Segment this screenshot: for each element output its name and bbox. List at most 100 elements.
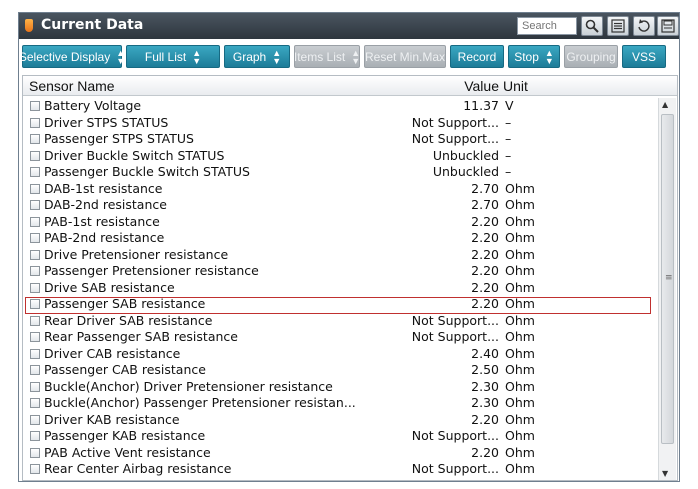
chevron-updown-icon: ▲ ▼	[272, 47, 282, 66]
sensor-name: DAB-2nd resistance	[44, 197, 167, 212]
row-checkbox[interactable]	[30, 381, 40, 392]
sensor-unit: Ohm	[505, 395, 535, 410]
sensor-unit: Ohm	[505, 296, 535, 311]
table-row[interactable]: Passenger Pretensioner resistance 2.20 Ohm	[23, 263, 657, 280]
table-row[interactable]: Battery Voltage 11.37 V	[23, 98, 657, 115]
column-header-unit[interactable]: Unit	[503, 78, 528, 94]
row-checkbox[interactable]	[30, 150, 40, 161]
save-button[interactable]	[657, 16, 679, 36]
row-checkbox[interactable]	[30, 431, 40, 441]
table-row[interactable]: Driver STPS STATUS Not Support... –	[23, 115, 657, 132]
record-button[interactable]: Record	[450, 45, 504, 68]
scroll-down-icon[interactable]: ▼	[662, 469, 669, 478]
list-view-button[interactable]	[607, 16, 629, 36]
row-checkbox[interactable]	[30, 315, 40, 326]
retry-button[interactable]	[633, 16, 655, 36]
table-row[interactable]: DAB-1st resistance 2.70 Ohm	[23, 181, 657, 198]
row-checkbox[interactable]	[30, 183, 40, 194]
table-row[interactable]: Drive SAB resistance 2.20 Ohm	[23, 280, 657, 297]
table-row[interactable]: Passenger CAB resistance 2.50 Ohm	[23, 362, 657, 379]
table-row[interactable]: Buckle(Anchor) Driver Pretensioner resis…	[23, 379, 657, 396]
sensor-unit: Ohm	[505, 230, 535, 245]
table-row[interactable]: Driver Buckle Switch STATUS Unbuckled –	[23, 148, 657, 165]
table-row[interactable]: Passenger Buckle Switch STATUS Unbuckled –	[23, 164, 657, 181]
row-checkbox[interactable]	[30, 447, 40, 458]
row-checkbox[interactable]	[30, 282, 40, 293]
scroll-up-icon[interactable]: ▲	[662, 100, 669, 109]
sensor-name: Rear Center Airbag resistance	[44, 461, 232, 476]
search-button[interactable]	[581, 16, 603, 36]
row-checkbox[interactable]	[30, 266, 40, 276]
reset-min-max-button[interactable]: Reset Min.Max	[364, 45, 446, 68]
sensor-value: 2.20	[471, 444, 499, 460]
sensor-value: 2.70	[471, 180, 499, 196]
search-input[interactable]	[517, 17, 577, 35]
stop-button[interactable]: Stop ▲ ▼	[508, 45, 560, 68]
row-checkbox[interactable]	[30, 332, 40, 342]
table-row[interactable]: PAB Active Vent resistance 2.20 Ohm	[23, 445, 657, 462]
sensor-unit: V	[505, 98, 514, 113]
table-row[interactable]: Drive Pretensioner resistance 2.20 Ohm	[23, 247, 657, 264]
table-row[interactable]: Rear Center Airbag resistance Not Support…	[23, 461, 657, 478]
vertical-scrollbar[interactable]: ▲ ≡ ▼	[658, 98, 676, 480]
grouping-button[interactable]: Grouping	[564, 45, 618, 68]
sensor-name: Passenger SAB resistance	[44, 296, 206, 311]
items-list-button[interactable]: Items List ▲ ▼	[294, 45, 360, 68]
sensor-value: 2.20	[471, 279, 499, 295]
column-header-value[interactable]: Value	[464, 78, 499, 94]
table-row[interactable]: Rear Driver SAB resistance Not Support...…	[23, 313, 657, 330]
row-checkbox[interactable]	[30, 167, 40, 177]
table-header: Sensor Name Value Unit	[23, 76, 677, 96]
title-bar: Current Data	[19, 13, 679, 39]
row-checkbox[interactable]	[30, 216, 40, 227]
current-data-window: Current Data	[18, 12, 680, 482]
sensor-name: Driver Buckle Switch STATUS	[44, 147, 225, 163]
row-checkbox[interactable]	[30, 398, 40, 408]
sensor-unit: Ohm	[505, 279, 535, 295]
row-checkbox[interactable]	[30, 200, 40, 210]
scrollbar-thumb[interactable]: ≡	[661, 114, 674, 444]
sensor-unit: –	[505, 164, 512, 179]
row-checkbox[interactable]	[30, 365, 40, 375]
chevron-updown-icon: ▲ ▼	[192, 47, 202, 66]
vss-button[interactable]: VSS	[622, 45, 666, 68]
sensor-name: Driver KAB resistance	[44, 411, 180, 427]
sensor-value: 2.70	[471, 197, 499, 212]
row-checkbox[interactable]	[30, 233, 40, 243]
row-checkbox[interactable]	[30, 464, 40, 474]
table-row[interactable]: PAB-2nd resistance 2.20 Ohm	[23, 230, 657, 247]
sensor-unit: Ohm	[505, 263, 535, 278]
table-row[interactable]: Rear Passenger SAB resistance Not Support…	[23, 329, 657, 346]
sensor-value: 2.20	[471, 213, 499, 229]
grouping-label: Grouping	[566, 49, 616, 64]
table-row[interactable]: PAB-1st resistance 2.20 Ohm	[23, 214, 657, 231]
row-checkbox[interactable]	[30, 101, 40, 111]
sensor-unit: Ohm	[505, 411, 535, 427]
sensor-value: Not Support...	[411, 329, 499, 344]
row-checkbox[interactable]	[30, 249, 40, 260]
vss-label: VSS	[631, 49, 656, 64]
table-row[interactable]: Driver KAB resistance 2.20 Ohm	[23, 412, 657, 429]
row-checkbox[interactable]	[30, 299, 40, 309]
table-row[interactable]: DAB-2nd resistance 2.70 Ohm	[23, 197, 657, 214]
column-header-sensor-name[interactable]: Sensor Name	[29, 78, 115, 94]
table-row[interactable]: Driver CAB resistance 2.40 Ohm	[23, 346, 657, 363]
sensor-unit: Ohm	[505, 180, 535, 196]
full-list-button[interactable]: Full List ▲ ▼	[126, 45, 220, 68]
sensor-value: Not Support...	[411, 131, 499, 146]
sensor-name: Passenger Buckle Switch STATUS	[44, 164, 250, 179]
table-row[interactable]: Buckle(Anchor) Passenger Pretensioner re…	[23, 395, 657, 412]
sensor-name: Drive Pretensioner resistance	[44, 246, 229, 262]
selective-display-button[interactable]: Selective Display ▲ ▼	[19, 45, 125, 68]
sensor-unit: Ohm	[505, 461, 535, 476]
sensor-value: 2.20	[471, 246, 499, 262]
table-row[interactable]: Passenger STPS STATUS Not Support... –	[23, 131, 657, 148]
graph-button[interactable]: Graph ▲ ▼	[224, 45, 290, 68]
row-checkbox[interactable]	[30, 414, 40, 425]
table-row[interactable]: Passenger KAB resistance Not Support... Oh…	[23, 428, 657, 445]
row-checkbox[interactable]	[30, 134, 40, 144]
table-row[interactable]: Passenger SAB resistance 2.20 Ohm	[23, 296, 657, 313]
row-checkbox[interactable]	[30, 117, 40, 128]
app-icon	[25, 19, 33, 32]
row-checkbox[interactable]	[30, 348, 40, 359]
